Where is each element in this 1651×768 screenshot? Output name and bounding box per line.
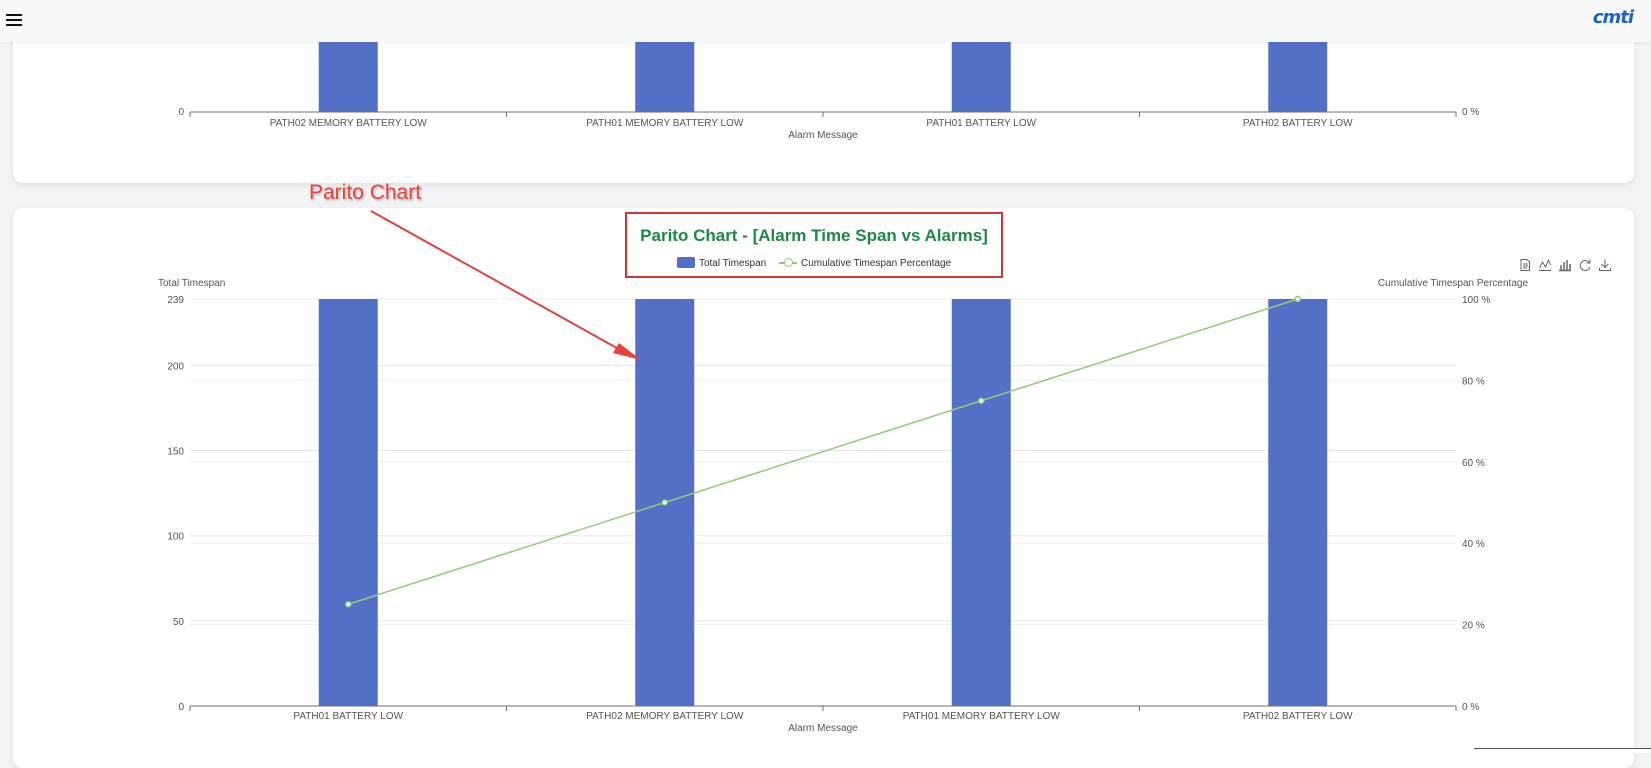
chart-title: Parito Chart - [Alarm Time Span vs Alarm… (640, 226, 988, 245)
top-bar: cmti (0, 0, 1651, 42)
legend-item-total-timespan[interactable]: Total Timespan (676, 257, 767, 269)
chart-legend: Total Timespan Cumulative Timespan Perce… (627, 257, 1001, 269)
y2-tick-label: 0 % (1462, 107, 1479, 118)
line-point (978, 397, 985, 404)
legend-label-bar: Total Timespan (698, 258, 767, 269)
annotation-label: Parito Chart (309, 181, 422, 204)
cumulative-line (348, 298, 1298, 605)
y2-tick-label: 20 % (1462, 621, 1485, 632)
bar (951, 42, 1011, 112)
line-point (1294, 295, 1301, 303)
chart-toolbox (1518, 258, 1618, 272)
line-point (661, 499, 668, 506)
save-image-icon[interactable] (1598, 258, 1612, 272)
y-tick-label: 0 (178, 107, 184, 118)
bar (1268, 42, 1328, 112)
y2-tick-label: 0 % (1462, 702, 1479, 713)
x-tick-label: PATH01 MEMORY BATTERY LOW (903, 711, 1061, 722)
y-tick-label: 100 (167, 532, 184, 543)
bar (951, 299, 1011, 706)
x-axis-title: Alarm Message (788, 723, 858, 734)
y-tick-label: 200 (167, 361, 184, 372)
hamburger-menu-icon[interactable] (6, 14, 22, 28)
y2-axis-title: Cumulative Timespan Percentage (1378, 278, 1529, 289)
bar (1268, 299, 1328, 706)
x-tick-label: PATH02 BATTERY LOW (1243, 118, 1353, 129)
y-tick-label: 239 (167, 295, 184, 306)
y2-tick-label: 80 % (1462, 376, 1485, 387)
x-axis-title: Alarm Message (788, 130, 858, 141)
y2-tick-label: 60 % (1462, 458, 1485, 469)
x-tick-label: PATH02 MEMORY BATTERY LOW (270, 118, 428, 129)
chart-title-box: Parito Chart - [Alarm Time Span vs Alarm… (625, 212, 1003, 278)
x-tick-label: PATH02 BATTERY LOW (1243, 711, 1353, 722)
restore-icon[interactable] (1578, 258, 1592, 272)
data-view-icon[interactable] (1518, 258, 1532, 272)
y-axis-title: Total Timespan (158, 278, 225, 289)
x-tick-label: PATH01 BATTERY LOW (926, 118, 1036, 129)
legend-line-swatch (778, 257, 797, 268)
y-tick-label: 50 (173, 617, 185, 628)
legend-bar-swatch (676, 257, 695, 268)
bar (318, 299, 378, 706)
line-point (345, 601, 352, 608)
bar-chart-icon[interactable] (1558, 258, 1572, 272)
y2-tick-label: 40 % (1462, 539, 1485, 550)
pareto-chart-card (13, 208, 1634, 768)
bar (318, 42, 378, 112)
brand-logo: cmti (1592, 7, 1634, 28)
horizontal-scrollbar[interactable] (1474, 748, 1651, 753)
y-tick-label: 0 (178, 702, 184, 713)
y-tick-label: 150 (167, 447, 184, 458)
legend-item-cumulative[interactable]: Cumulative Timespan Percentage (769, 258, 951, 269)
legend-label-line: Cumulative Timespan Percentage (800, 258, 952, 269)
x-tick-label: PATH02 MEMORY BATTERY LOW (586, 711, 744, 722)
bar (635, 42, 695, 112)
y2-tick-label: 100 % (1462, 295, 1490, 306)
chart-canvas: PATH02 MEMORY BATTERY LOW PATH01 MEMORY B… (158, 42, 1529, 734)
x-tick-label: PATH01 BATTERY LOW (293, 711, 403, 722)
line-chart-icon[interactable] (1538, 258, 1552, 272)
x-tick-label: PATH01 MEMORY BATTERY LOW (586, 118, 744, 129)
